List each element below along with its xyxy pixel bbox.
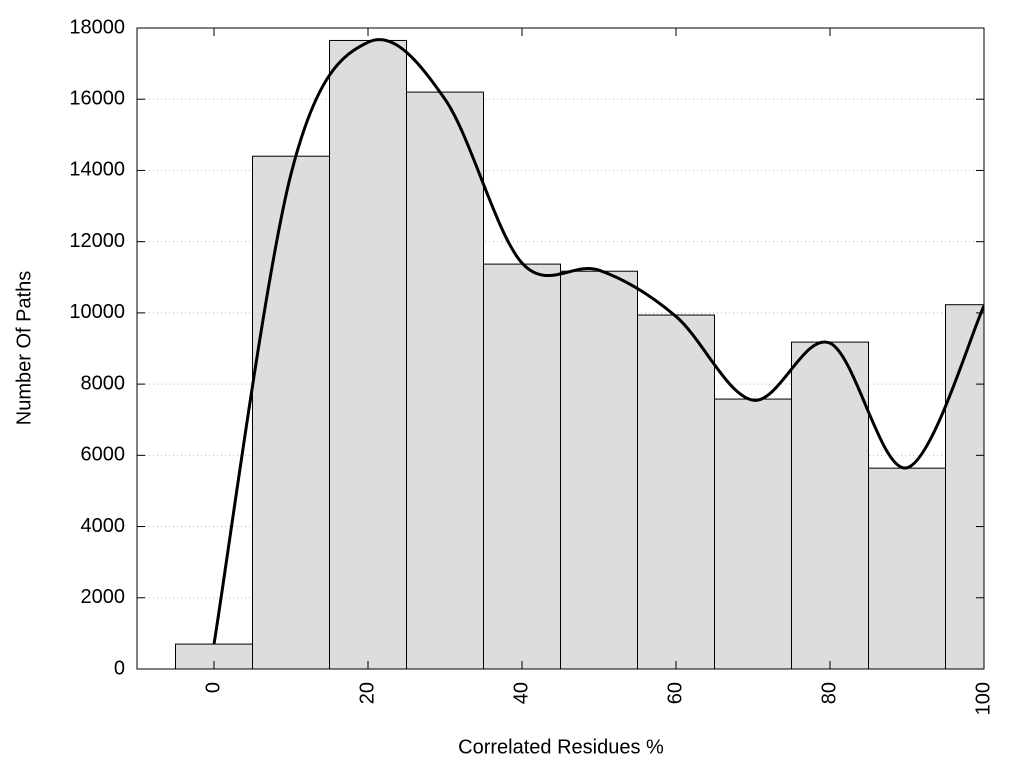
x-tick-label: 0 xyxy=(202,682,224,693)
y-tick-label: 8000 xyxy=(81,372,126,394)
y-axis-label: Number Of Paths xyxy=(13,271,35,426)
bar xyxy=(945,304,984,669)
x-tick-label: 40 xyxy=(510,682,532,704)
x-tick-label: 20 xyxy=(356,682,378,704)
bar xyxy=(791,341,869,669)
bar xyxy=(868,467,946,669)
y-tick-label: 2000 xyxy=(81,586,126,608)
bar xyxy=(406,91,484,669)
x-tick-label: 100 xyxy=(972,682,994,715)
smooth-curve xyxy=(212,38,984,645)
x-axis-label: Correlated Residues % xyxy=(458,736,664,758)
x-tick-label: 60 xyxy=(664,682,686,704)
bar xyxy=(329,39,407,669)
bar xyxy=(637,314,715,669)
y-tick-label: 16000 xyxy=(69,88,125,110)
y-tick-label: 10000 xyxy=(69,301,125,323)
y-tick-label: 4000 xyxy=(81,515,126,537)
bar xyxy=(252,155,330,669)
bar xyxy=(714,398,792,669)
y-tick-label: 6000 xyxy=(81,444,126,466)
y-tick-label: 14000 xyxy=(69,159,125,181)
y-tick-label: 0 xyxy=(114,657,125,679)
plot-area xyxy=(137,28,984,669)
plot-frame xyxy=(136,27,985,670)
y-tick-label: 12000 xyxy=(69,230,125,252)
bar xyxy=(483,263,561,669)
x-tick-label: 80 xyxy=(818,682,840,704)
y-tick-label: 18000 xyxy=(69,16,125,38)
bar xyxy=(560,270,638,669)
